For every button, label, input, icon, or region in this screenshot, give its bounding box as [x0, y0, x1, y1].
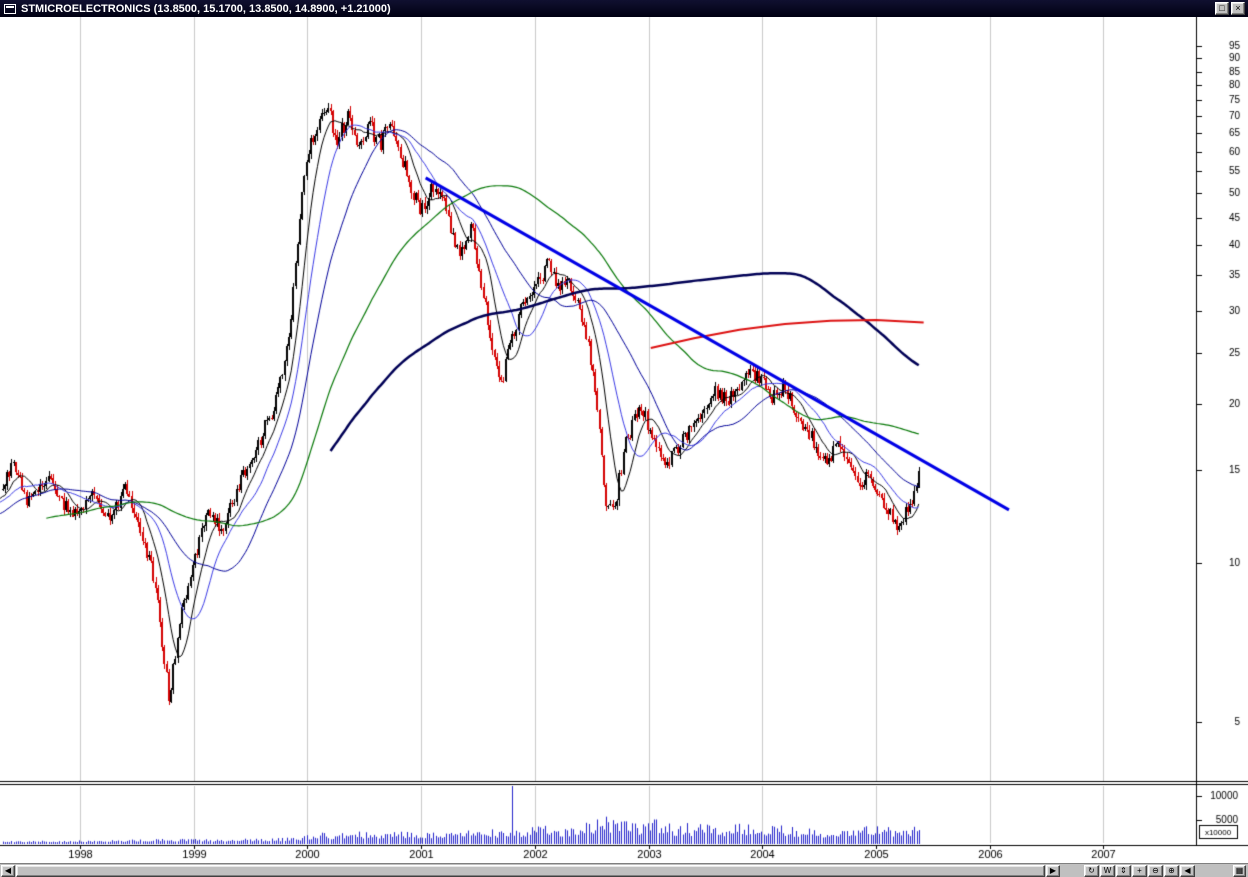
close-button[interactable]: × [1231, 2, 1245, 15]
scroll-left-button[interactable]: ◀ [1180, 865, 1195, 877]
window-icon [4, 3, 16, 14]
horizontal-scrollbar[interactable]: ◀ ▶ ↻ W ⇕ + ⊖ ⊕ ◀ ▦ [0, 863, 1248, 877]
maximize-button[interactable]: □ [1215, 2, 1229, 15]
zoom-in-button[interactable]: ⊕ [1164, 865, 1179, 877]
price-axis[interactable] [1196, 17, 1248, 782]
zoom-out-button[interactable]: ⊖ [1148, 865, 1163, 877]
time-axis[interactable] [0, 846, 1196, 863]
layout-button[interactable]: ▦ [1233, 865, 1246, 877]
crosshair-button[interactable]: + [1132, 865, 1147, 877]
title-bar[interactable]: STMICROELECTRONICS (13.8500, 15.1700, 13… [0, 0, 1248, 17]
scrollbar-left-arrow[interactable]: ◀ [1, 865, 15, 877]
scrollbar-right-arrow[interactable]: ▶ [1046, 865, 1060, 877]
chart-canvas[interactable] [0, 17, 1248, 863]
volume-axis[interactable] [1196, 786, 1248, 845]
vertical-fit-button[interactable]: ⇕ [1116, 865, 1131, 877]
scrollbar-thumb[interactable] [16, 865, 1045, 877]
periodicity-weekly-button[interactable]: W [1100, 865, 1115, 877]
refresh-button[interactable]: ↻ [1084, 865, 1099, 877]
window-title: STMICROELECTRONICS (13.8500, 15.1700, 13… [21, 2, 391, 15]
